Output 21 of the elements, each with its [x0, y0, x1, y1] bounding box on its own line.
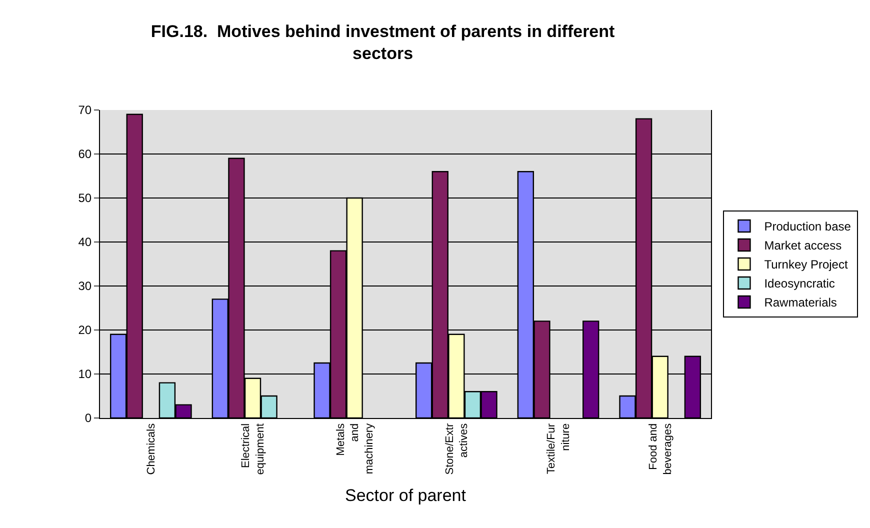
y-tick-label: 10 — [78, 367, 92, 382]
legend-label: Production base — [764, 220, 852, 234]
y-tick-label: 50 — [78, 191, 92, 206]
x-tick-label: Chemicals — [145, 422, 158, 475]
x-tick-label: Metals and machinery — [334, 422, 376, 474]
x-tick-label: Textile/Fur niture — [546, 423, 572, 474]
x-tick-label: Stone/Extr actives — [444, 422, 470, 475]
y-tick-label: 60 — [78, 147, 92, 162]
chart-title: FIG.18. Motives behind investment of parents in different sectors — [150, 22, 616, 64]
legend-label: Ideosyncratic — [764, 276, 835, 291]
legend-label: Turnkey Project — [764, 258, 848, 272]
y-tick-label: 0 — [84, 411, 92, 426]
x-tick-label: Electrical equipment — [240, 423, 266, 475]
y-tick-label: 20 — [78, 323, 92, 338]
legend-label: Rawmaterials — [764, 296, 837, 310]
x-axis-title: Sector of parent — [345, 486, 466, 506]
legend-label: Market access — [764, 238, 842, 253]
y-tick-label: 40 — [78, 235, 92, 250]
y-tick-label: 30 — [78, 279, 92, 294]
x-tick-label: Food and beverages — [648, 422, 674, 475]
y-tick-label: 70 — [78, 103, 92, 118]
